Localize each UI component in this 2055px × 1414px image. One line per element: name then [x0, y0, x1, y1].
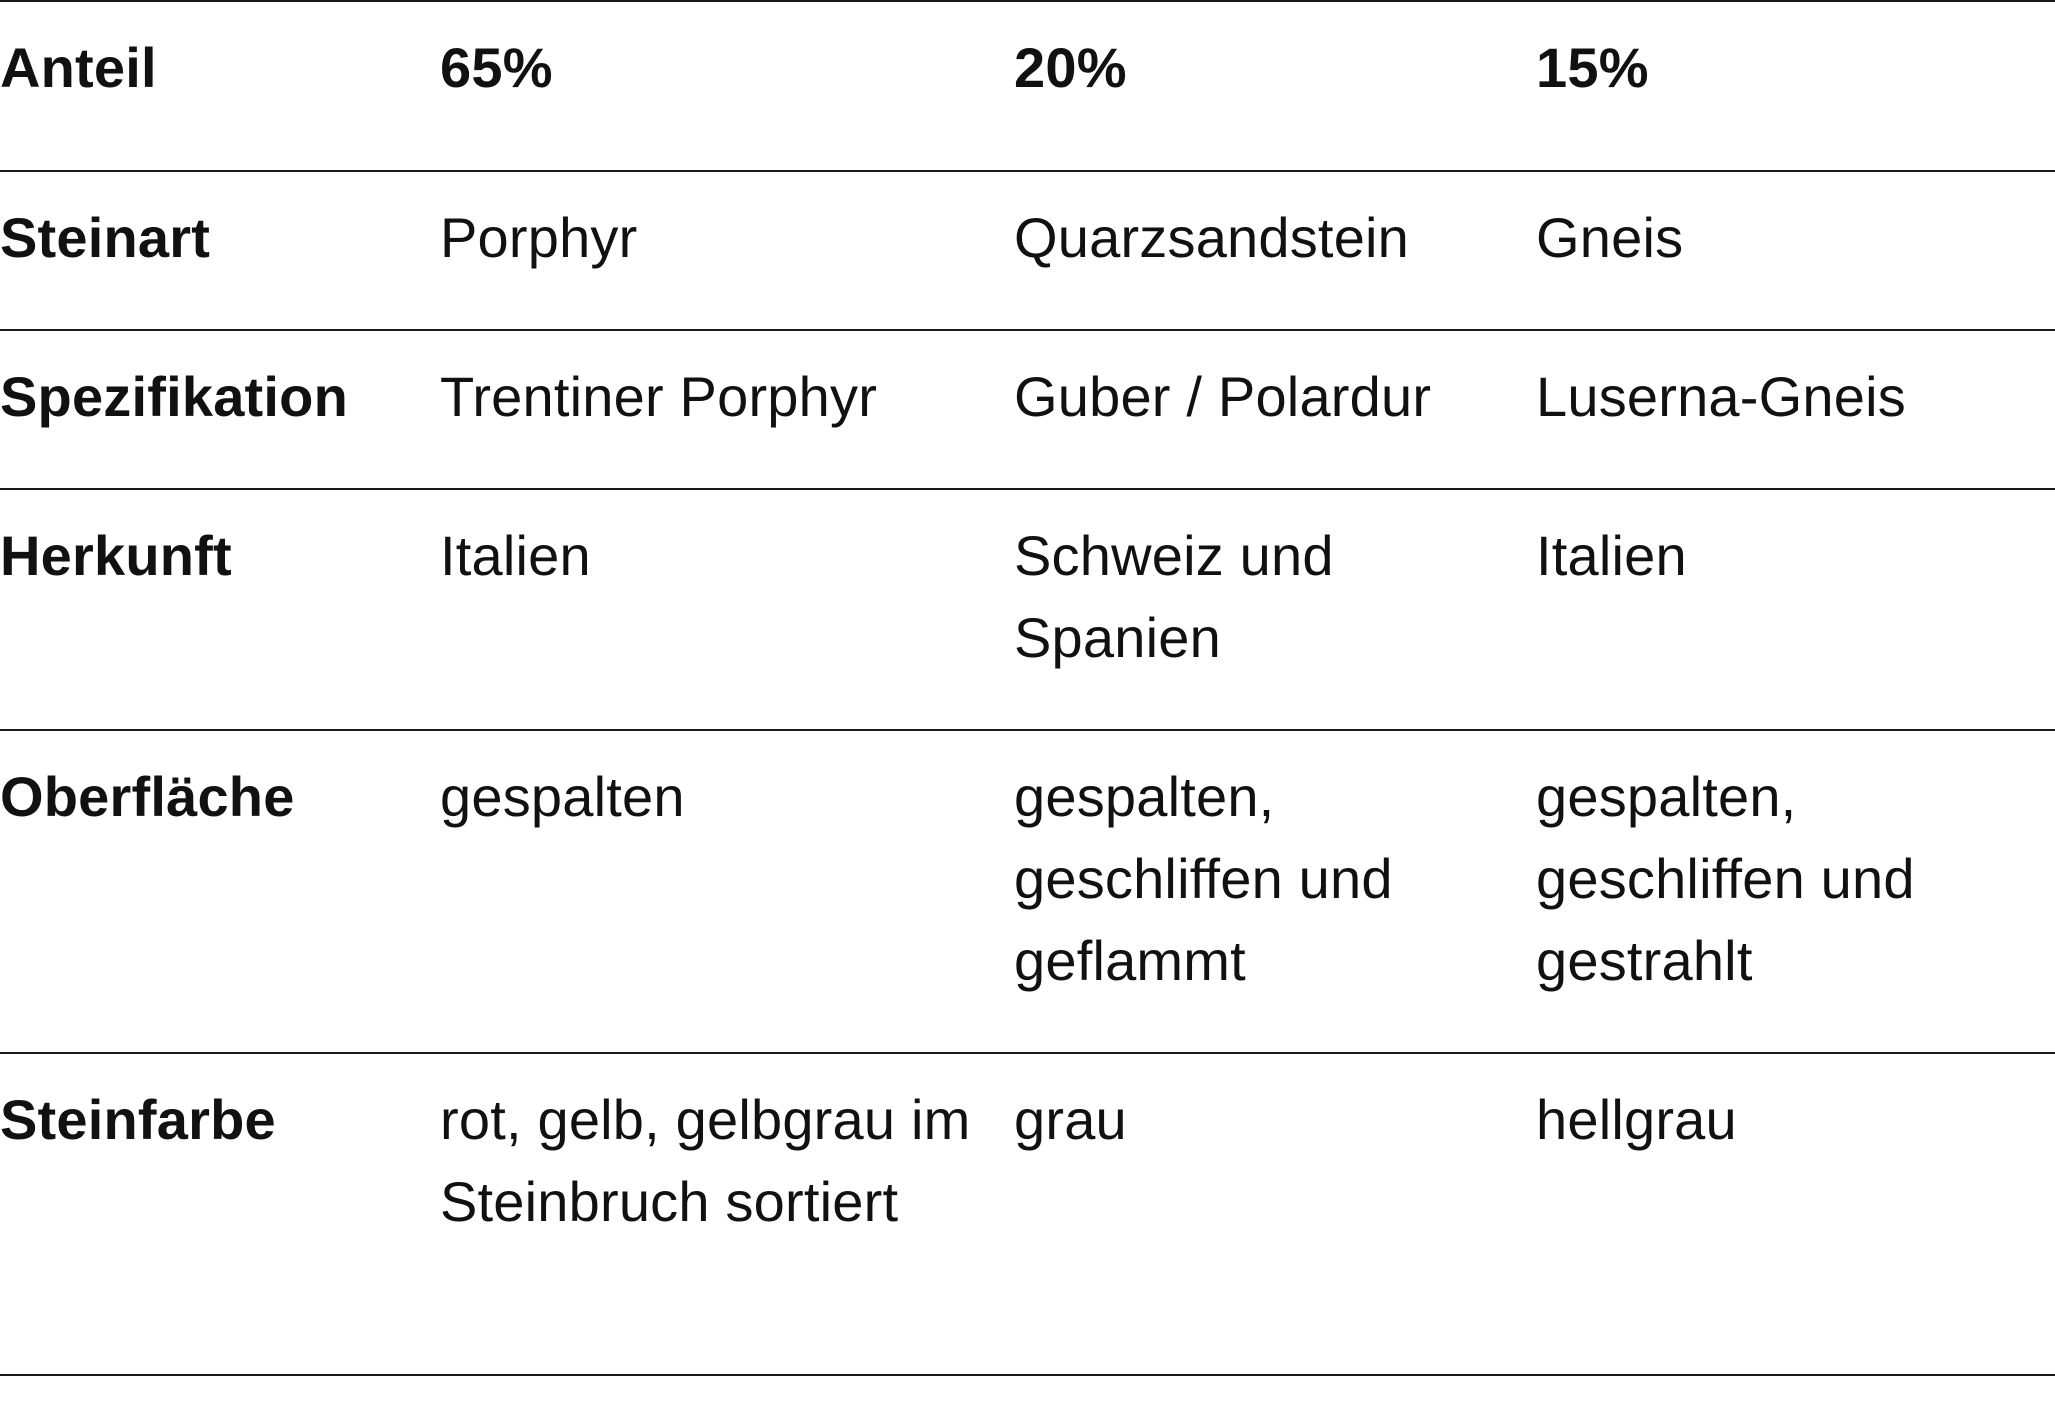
- cell-text: gespalten, geschliffen und gestrahlt: [1536, 765, 1915, 992]
- cell-text: rot, gelb, gelbgrau im Steinbruch sortie…: [440, 1088, 971, 1233]
- row-label-text: Anteil: [0, 36, 157, 99]
- table-row-steinart: Steinart Porphyr Quarzsandstein Gneis: [0, 171, 2055, 330]
- table-cell: Italien: [440, 489, 1014, 730]
- table-row-steinfarbe: Steinfarbe rot, gelb, gelbgrau im Steinb…: [0, 1053, 2055, 1375]
- table-cell: Italien: [1536, 489, 2055, 730]
- share-gneis: 15%: [1536, 36, 1649, 99]
- share-quarzsandstein: 20%: [1014, 36, 1127, 99]
- table-cell: rot, gelb, gelbgrau im Steinbruch sortie…: [440, 1053, 1014, 1375]
- cell-text: Schweiz und Spanien: [1014, 524, 1334, 669]
- cell-text: Quarzsandstein: [1014, 206, 1410, 269]
- table-cell: Guber / Polardur: [1014, 330, 1536, 489]
- cell-text: Luserna-Gneis: [1536, 365, 1906, 428]
- table-row-oberflaeche: Oberfläche gespalten gespalten, geschlif…: [0, 730, 2055, 1053]
- table-cell: gespalten, geschliffen und gestrahlt: [1536, 730, 2055, 1053]
- cell-text: grau: [1014, 1088, 1127, 1151]
- stone-spec-table: Anteil 65% 20% 15% Steinart Porphyr Quar…: [0, 1, 2055, 1375]
- cell-text: Porphyr: [440, 206, 638, 269]
- row-label: Herkunft: [0, 489, 440, 730]
- row-label-text: Steinart: [0, 206, 211, 269]
- cell-text: Italien: [1536, 524, 1687, 587]
- row-label: Anteil: [0, 1, 440, 171]
- cell-text: Italien: [440, 524, 591, 587]
- row-label-text: Oberfläche: [0, 765, 295, 828]
- row-label-text: Herkunft: [0, 524, 232, 587]
- table-cell: Quarzsandstein: [1014, 171, 1536, 330]
- table-cell: Gneis: [1536, 171, 2055, 330]
- table-row-anteil: Anteil 65% 20% 15%: [0, 1, 2055, 171]
- row-label-text: Steinfarbe: [0, 1088, 276, 1151]
- table-cell: 20%: [1014, 1, 1536, 171]
- table-cell: Trentiner Porphyr: [440, 330, 1014, 489]
- table-cell: grau: [1014, 1053, 1536, 1375]
- table-cell: gespalten: [440, 730, 1014, 1053]
- table-cell: 65%: [440, 1, 1014, 171]
- table-cell: Luserna-Gneis: [1536, 330, 2055, 489]
- share-porphyr: 65%: [440, 36, 553, 99]
- row-label-text: Spezifikation: [0, 365, 348, 428]
- cell-text: gespalten, geschliffen und geflammt: [1014, 765, 1393, 992]
- table-cell: Porphyr: [440, 171, 1014, 330]
- cell-text: hellgrau: [1536, 1088, 1737, 1151]
- table-cell: hellgrau: [1536, 1053, 2055, 1375]
- cell-text: gespalten: [440, 765, 685, 828]
- row-label: Oberfläche: [0, 730, 440, 1053]
- cell-text: Trentiner Porphyr: [440, 365, 878, 428]
- cell-text: Gneis: [1536, 206, 1684, 269]
- row-label: Steinfarbe: [0, 1053, 440, 1375]
- table-cell: Schweiz und Spanien: [1014, 489, 1536, 730]
- table-cell: 15%: [1536, 1, 2055, 171]
- cell-text: Guber / Polardur: [1014, 365, 1432, 428]
- table-row-spezifikation: Spezifikation Trentiner Porphyr Guber / …: [0, 330, 2055, 489]
- table-cell: gespalten, geschliffen und geflammt: [1014, 730, 1536, 1053]
- row-label: Spezifikation: [0, 330, 440, 489]
- table-row-herkunft: Herkunft Italien Schweiz und Spanien Ita…: [0, 489, 2055, 730]
- row-label: Steinart: [0, 171, 440, 330]
